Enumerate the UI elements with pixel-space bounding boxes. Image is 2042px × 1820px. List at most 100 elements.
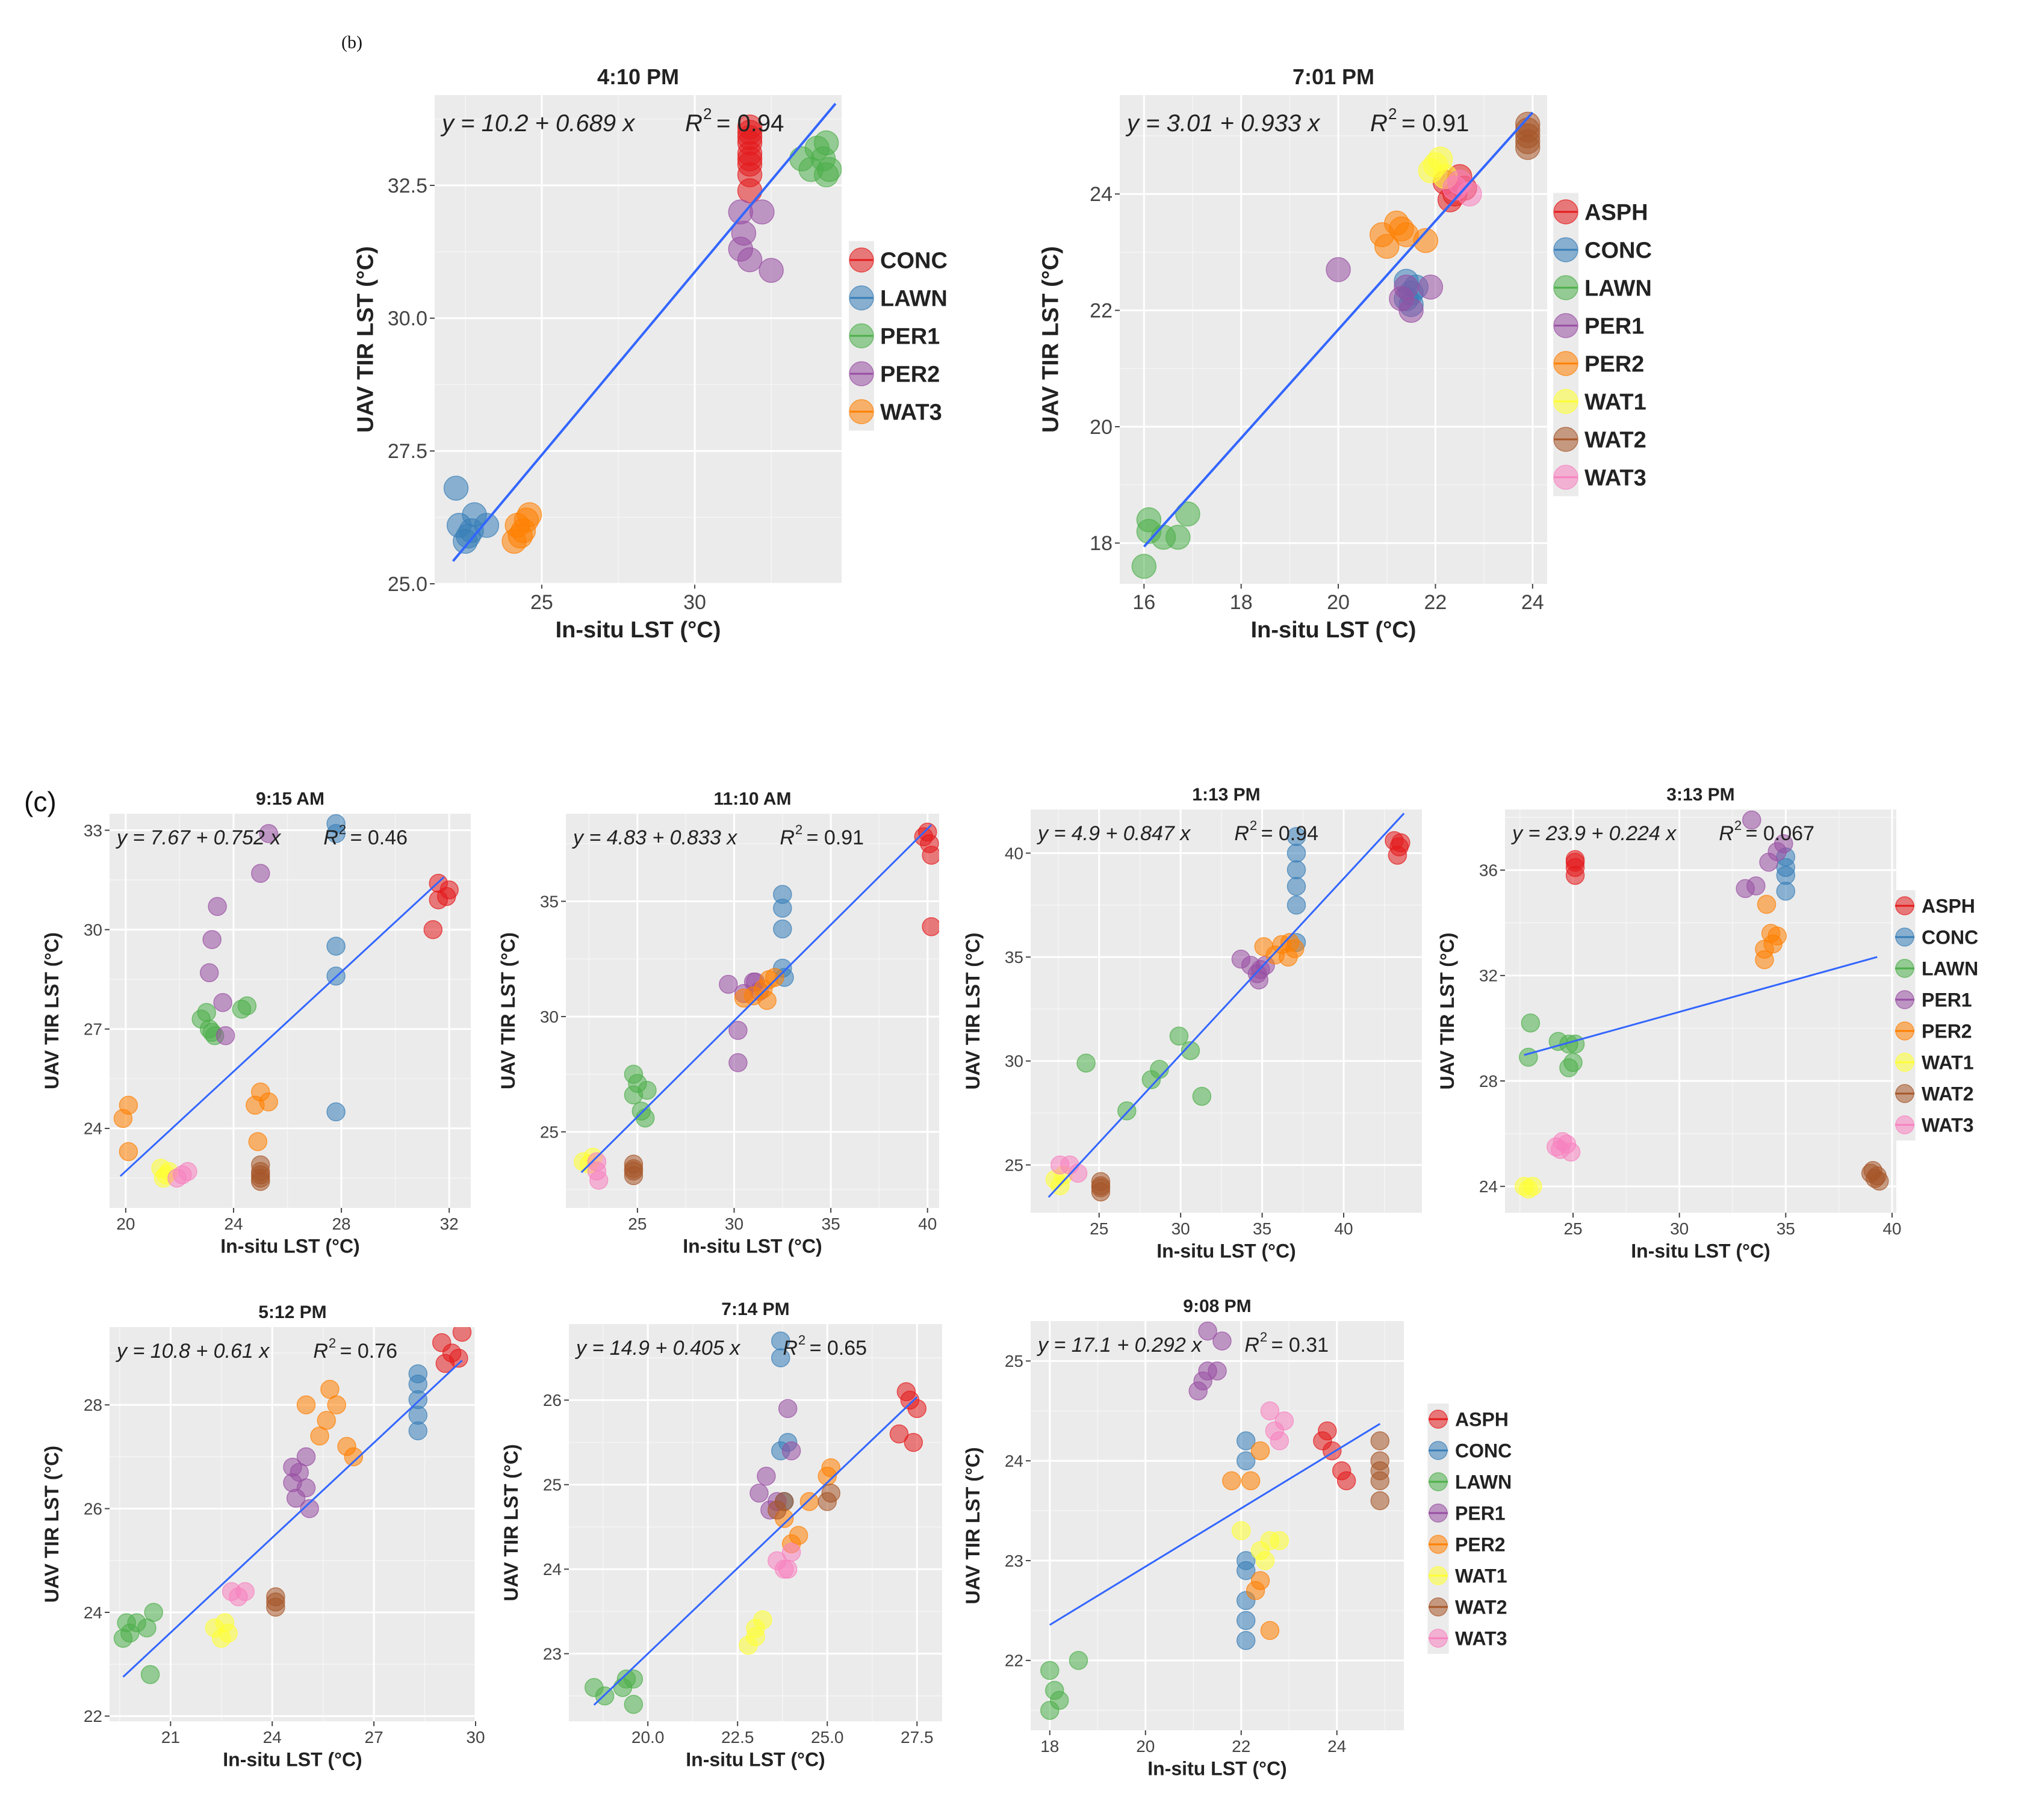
data-point-lawn: [197, 1003, 216, 1023]
y-tick-label: 30: [540, 1008, 559, 1026]
data-point-conc: [408, 1421, 428, 1441]
data-point-per2: [248, 1132, 268, 1151]
y-tick-label: 32.5: [388, 175, 427, 197]
legend-label: WAT2: [1455, 1597, 1507, 1618]
y-axis-label: UAV TIR LST (°C): [962, 1447, 984, 1604]
data-point-conc: [1286, 896, 1306, 915]
regression-equation: y = 23.9 + 0.224 x: [1511, 822, 1677, 845]
chart-title: 7:01 PM: [1293, 64, 1374, 89]
data-point-per1: [813, 130, 839, 156]
r-squared-value: = 0.91: [807, 826, 864, 849]
regression-line: [452, 102, 837, 562]
scatter-chart-2: 16 18 20 22 24 18 20 22 24 y = 3.01 + 0.933 x R 2 = …: [1038, 64, 1547, 643]
data-point-lawn: [638, 1080, 657, 1100]
x-tick-label: 20: [116, 1215, 135, 1233]
x-tick-label: 28: [332, 1215, 350, 1233]
legend-label: ASPH: [1455, 1409, 1509, 1431]
r-squared-superscript: 2: [1388, 105, 1397, 123]
y-tick-label: 26: [84, 1499, 102, 1518]
x-tick-label: 25.0: [811, 1728, 844, 1747]
legend-label: WAT1: [1922, 1052, 1974, 1074]
y-tick-label: 25: [1005, 1352, 1023, 1370]
data-point-per2: [1757, 894, 1777, 914]
data-point-per1: [1249, 970, 1268, 989]
regression-equation: y = 4.9 + 0.847 x: [1037, 822, 1191, 845]
x-tick-label: 30: [1670, 1219, 1689, 1238]
legend-label: PER2: [880, 362, 940, 388]
chart-title: 4:10 PM: [597, 64, 679, 89]
y-tick-label: 27: [84, 1020, 102, 1039]
data-point-per1: [208, 897, 227, 916]
data-point-asph: [452, 1327, 472, 1342]
data-point-per2: [344, 1447, 364, 1467]
data-point-per2: [737, 247, 763, 273]
legend-label: ASPH: [1922, 896, 1975, 917]
x-tick-label: 25: [1563, 1219, 1582, 1238]
data-point-per1: [259, 824, 278, 843]
data-point-per2: [1250, 1441, 1270, 1461]
data-point-per1: [1193, 1371, 1212, 1391]
r-squared-symbol: R: [323, 826, 338, 849]
data-point-per1: [250, 864, 270, 883]
data-point-per1: [1394, 274, 1419, 300]
data-point-lawn: [1131, 554, 1157, 579]
y-tick-label: 24: [84, 1119, 102, 1138]
legend-label: WAT3: [1922, 1115, 1974, 1136]
x-axis-label: In-situ LST (°C): [686, 1748, 825, 1770]
data-point-per1: [781, 1441, 801, 1461]
data-point-per1: [1398, 297, 1424, 323]
data-point-per1: [719, 974, 738, 994]
data-point-per2: [1260, 1621, 1280, 1640]
data-point-wat3: [1260, 1401, 1280, 1421]
data-point-conc: [1236, 1611, 1256, 1630]
data-point-per1: [296, 1447, 316, 1467]
data-point-conc: [773, 919, 792, 939]
data-point-conc: [1776, 865, 1796, 885]
y-tick-label: 24: [1005, 1452, 1023, 1470]
data-point-wat3: [178, 1162, 197, 1181]
y-tick-label: 25.0: [388, 573, 427, 596]
y-axis-label: UAV TIR LST (°C): [41, 1446, 63, 1603]
regression-equation: y = 17.1 + 0.292 x: [1037, 1334, 1202, 1357]
legend-label: LAWN: [1584, 276, 1652, 302]
r-squared-value: = 0.94: [716, 110, 784, 137]
data-point-lawn: [443, 475, 469, 501]
r-squared-symbol: R: [1244, 1334, 1259, 1357]
data-point-asph: [922, 917, 939, 936]
data-point-per1: [1212, 1331, 1232, 1351]
data-point-per2: [1222, 1471, 1241, 1491]
legend-9: ASPH CONC LAWN PER1 PER2 WAT1 WAT2 WAT3: [1427, 1404, 1512, 1654]
data-layer: [1131, 111, 1541, 579]
legend-label: PER1: [880, 324, 940, 350]
x-tick-label: 20.0: [632, 1728, 665, 1747]
plot-background: [1031, 1321, 1404, 1730]
x-axis-label: In-situ LST (°C): [1631, 1240, 1770, 1261]
data-point-per1: [1208, 1361, 1227, 1381]
r-squared-symbol: R: [313, 1340, 328, 1363]
legend-label: PER1: [1455, 1503, 1506, 1524]
regression-equation: y = 3.01 + 0.933 x: [1125, 110, 1321, 137]
r-squared-symbol: R: [685, 110, 703, 137]
data-point-per1: [199, 963, 219, 982]
legend-label: WAT2: [1922, 1083, 1974, 1105]
x-axis-label: In-situ LST (°C): [220, 1235, 359, 1257]
x-tick-label: 40: [1882, 1219, 1901, 1238]
y-tick-label: 30.0: [388, 308, 427, 330]
x-tick-label: 35: [1253, 1219, 1271, 1238]
data-point-per1: [202, 930, 222, 949]
data-point-per2: [799, 1492, 819, 1511]
data-point-conc: [1236, 1431, 1256, 1450]
data-point-wat2: [1515, 129, 1541, 155]
data-point-per1: [778, 1399, 798, 1419]
legend-label: CONC: [1584, 238, 1652, 264]
x-tick-label: 18: [1230, 591, 1253, 614]
data-layer: [113, 814, 459, 1191]
data-point-per2: [259, 1092, 278, 1112]
data-point-per1: [300, 1499, 319, 1518]
r-squared-value: = 0.91: [1401, 110, 1469, 137]
data-point-asph: [435, 1354, 455, 1373]
y-tick-label: 27.5: [388, 440, 427, 463]
data-point-wat1: [746, 1618, 765, 1638]
data-point-wat2: [821, 1484, 840, 1503]
r-squared-value: = 0.76: [340, 1340, 397, 1363]
